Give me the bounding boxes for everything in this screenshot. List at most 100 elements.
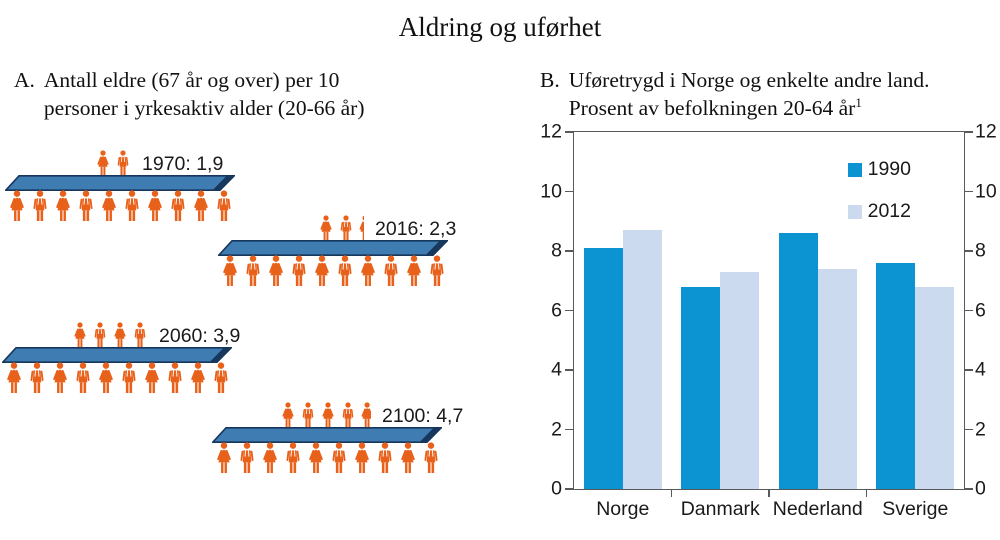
elderly-icons-row: 2060: 3,9: [72, 322, 240, 349]
group-value-label: 1970: 1,9: [142, 153, 224, 175]
woman-icon: [355, 442, 369, 475]
group-value-label: 2016: 2,3: [375, 218, 457, 240]
y-axis-tick-left: [565, 131, 573, 133]
man-icon: [424, 442, 438, 474]
man-icon: [33, 190, 47, 222]
woman-icon: [407, 255, 421, 288]
y-axis-tick-left: [565, 309, 573, 312]
bar-1990-sverige: [876, 262, 916, 489]
y-axis-tick-right: [965, 428, 973, 431]
seesaw-plank: [212, 427, 442, 443]
woman-icon: [74, 322, 86, 349]
y-axis-tick-left: [565, 250, 573, 252]
man-icon: [79, 190, 93, 222]
panel-a-title: A. Antall eldre (67 år og over) per 10 p…: [14, 66, 365, 123]
legend-swatch: [847, 162, 862, 177]
group-value-label: 2060: 3,9: [159, 325, 241, 347]
woman-icon: [315, 255, 329, 288]
pictogram-group-2060: 2060: 3,9: [2, 322, 240, 395]
y-axis-label-left: 10: [540, 179, 562, 202]
y-axis-label-left: 2: [551, 417, 562, 440]
man-icon: [214, 362, 228, 394]
y-axis-label-right: 0: [975, 477, 986, 500]
pictogram-group-1970: 1970: 1,9: [5, 150, 235, 223]
y-axis-tick-right: [965, 250, 973, 252]
legend-item-1990: 1990: [847, 158, 911, 181]
elderly-icons-row: 1970: 1,9: [95, 150, 223, 177]
man-icon: [338, 255, 352, 287]
footnote-marker: 1: [855, 95, 862, 111]
woman-icon: [99, 362, 113, 395]
seesaw-plank: [2, 347, 232, 363]
pictogram-group-2100: 2100: 4,7: [212, 402, 463, 475]
working-age-icons-row: [214, 442, 441, 475]
woman-icon: [309, 442, 323, 475]
y-axis-label-right: 8: [975, 239, 986, 262]
woman-icon: [322, 402, 334, 429]
man-icon: [292, 255, 306, 287]
panel-a-prefix: A.: [14, 68, 35, 92]
panel-b-prefix: B.: [540, 68, 560, 92]
y-axis-tick-left: [565, 190, 573, 193]
x-axis-label-nederland: Nederland: [772, 498, 863, 520]
woman-icon: [102, 190, 116, 223]
bar-2012-sverige: [915, 286, 955, 489]
woman-icon: [269, 255, 283, 288]
y-axis-label-right: 6: [975, 298, 986, 321]
man-icon: [30, 362, 44, 394]
bar-1990-norge: [583, 248, 623, 489]
woman-icon: [145, 362, 159, 395]
man-icon: [246, 255, 260, 287]
pictogram-group-2016: 2016: 2,3: [218, 215, 456, 288]
panel-b-title: B. Uføretrygd i Norge og enkelte andre l…: [540, 66, 930, 123]
seesaw-plank: [218, 240, 448, 256]
man-icon: [332, 442, 346, 474]
y-axis-label-right: 10: [975, 179, 997, 202]
x-axis-tick: [768, 490, 770, 497]
man-icon: [122, 362, 136, 394]
y-axis-label-right: 2: [975, 417, 986, 440]
man-icon: [286, 442, 300, 474]
y-axis-label-right: 12: [975, 120, 997, 143]
woman-icon: [217, 442, 231, 475]
woman-icon: [97, 150, 109, 177]
man-icon: [342, 402, 354, 429]
man-icon: [430, 255, 444, 287]
seesaw-plank: [5, 175, 235, 191]
woman-icon: [10, 190, 24, 223]
man-icon: [378, 442, 392, 474]
woman-icon: [320, 215, 332, 242]
woman-icon: [191, 362, 205, 395]
y-axis-tick-right: [965, 309, 973, 312]
woman-icon: [361, 255, 375, 288]
group-value-label: 2100: 4,7: [382, 405, 464, 427]
man-icon: [340, 215, 352, 242]
legend-swatch: [847, 204, 862, 219]
bar-1990-nederland: [778, 233, 818, 489]
man-icon: [134, 322, 146, 349]
x-axis-label-norge: Norge: [596, 498, 650, 520]
man-icon: [217, 190, 231, 222]
y-axis-tick-right: [965, 369, 973, 371]
man-icon: [171, 190, 185, 222]
working-age-icons-row: [7, 190, 234, 223]
working-age-icons-row: [220, 255, 447, 288]
x-axis-label-danmark: Danmark: [680, 498, 760, 520]
y-axis-tick-left: [565, 428, 573, 431]
woman-icon: [401, 442, 415, 475]
panel-b-title-text: Uføretrygd i Norge og enkelte andre land…: [568, 68, 930, 121]
man-icon: [240, 442, 254, 474]
woman-icon: [56, 190, 70, 223]
x-axis-tick: [865, 490, 868, 497]
woman-icon: [114, 322, 126, 349]
x-axis-label-sverige: Sverige: [882, 498, 949, 520]
y-axis-tick-right: [965, 131, 973, 133]
man-icon: [168, 362, 182, 394]
woman-icon: [7, 362, 21, 395]
man-icon: [125, 190, 139, 222]
man-icon: [76, 362, 90, 394]
woman-icon: [223, 255, 237, 288]
bar-1990-danmark: [681, 286, 721, 489]
x-axis-tick: [670, 490, 673, 497]
bar-2012-norge: [622, 230, 662, 489]
